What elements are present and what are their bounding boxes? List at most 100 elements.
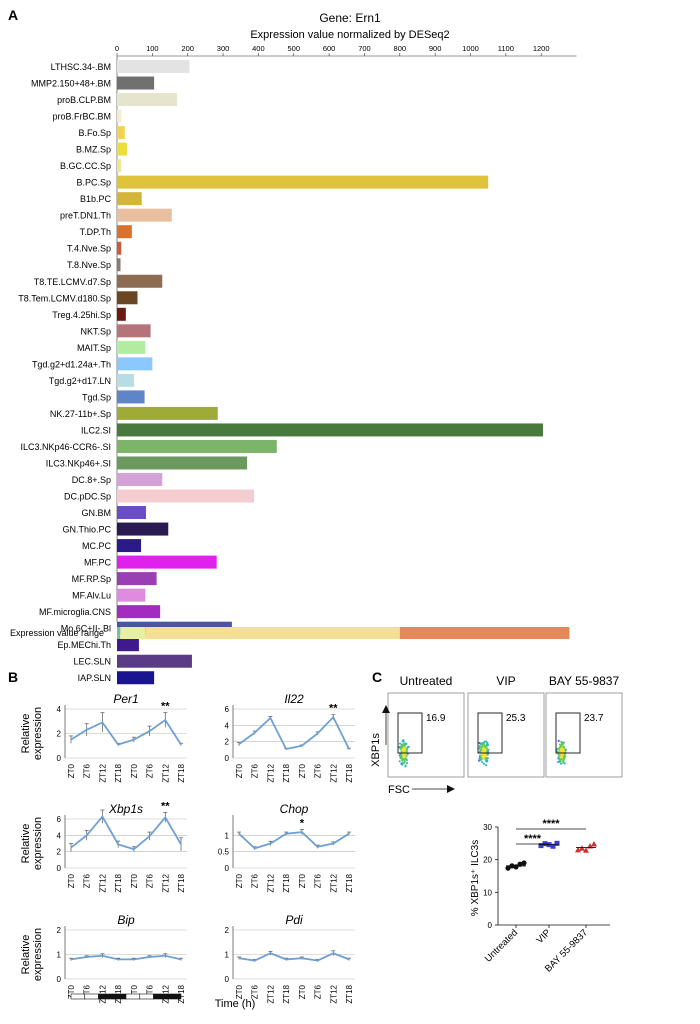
flow-event-0-121: [402, 754, 406, 757]
flow-event-1-132: [481, 743, 484, 746]
point-1-4: [554, 840, 560, 846]
bar-15: [117, 307, 126, 321]
bar-28: [117, 522, 169, 536]
significance-mark-0: **: [161, 701, 170, 713]
flow-event-1-139: [480, 745, 483, 748]
y-tick-label-0-1: 2: [57, 730, 62, 739]
x-tick-label-10: 1000: [462, 44, 479, 53]
bar-2: [117, 93, 178, 107]
bar-33: [117, 605, 161, 619]
flow-event-0-134: [400, 756, 403, 759]
light-dark-segment-3: [111, 993, 127, 1000]
point-2-4: [591, 840, 597, 847]
y-tick-label-1-0: 0: [225, 754, 230, 763]
bar-11: [117, 241, 122, 255]
bar-21: [117, 406, 218, 420]
range-segment-2: [120, 627, 146, 639]
flow-event-0-127: [401, 745, 404, 748]
subplot-title-5: Pdi: [285, 913, 303, 927]
x-tick-label-1-4: ZT0: [298, 763, 307, 778]
x-tick-label-3-7: ZT18: [345, 873, 354, 892]
y-axis-label-4-line2: expression: [32, 928, 44, 981]
category-label-20: Tgd.Sp: [82, 392, 111, 402]
significance-label-0: ****: [524, 833, 542, 845]
x-tick-label-1-1: ZT6: [251, 763, 260, 778]
bar-36: [117, 654, 192, 668]
x-tick-label-1-0: ZT0: [235, 763, 244, 778]
bar-4: [117, 126, 125, 140]
flow-gate-1: [477, 712, 503, 754]
bar-27: [117, 506, 146, 520]
y-tick-label-1-3: 6: [225, 705, 230, 714]
panel-label-b: B: [8, 669, 18, 685]
x-tick-label-2-5: ZT6: [146, 873, 155, 888]
subplot-title-2: Xbp1s: [108, 802, 143, 816]
x-tick-label-3: 300: [217, 44, 230, 53]
x-tick-label-5-0: ZT0: [235, 984, 244, 999]
bar-8: [117, 192, 142, 206]
y-axis-label-2-line2: expression: [32, 817, 44, 870]
flow-event-1-127: [481, 750, 485, 753]
x-tick-label-5-7: ZT18: [345, 984, 354, 1003]
bar-29: [117, 539, 142, 553]
x-tick-label-4-5: ZT6: [146, 984, 155, 999]
flow-event-2-133: [559, 747, 562, 750]
bar-0: [117, 60, 190, 73]
y-tick-label-1-2: 4: [225, 721, 230, 730]
bar-23: [117, 439, 277, 453]
category-label-2: proB.CLP.BM: [57, 95, 111, 105]
bar-31: [117, 572, 157, 586]
flow-event-1-129: [486, 750, 490, 753]
x-tick-label-1-6: ZT12: [329, 763, 338, 782]
flow-gate-percent-2: 23.7: [584, 713, 604, 724]
x-tick-label-3-1: ZT6: [251, 873, 260, 888]
category-label-21: NK.27-11b+.Sp: [50, 409, 111, 419]
y-tick-label-4-0: 0: [57, 975, 62, 984]
flow-y-arrowhead: [382, 705, 390, 713]
bar-35: [117, 638, 139, 652]
x-tick-label-3-3: ZT18: [282, 873, 291, 892]
category-label-33: MF.microglia.CNS: [39, 607, 111, 617]
category-label-24: ILC3.NKp46+.SI: [46, 458, 111, 468]
x-tick-label-0: 0: [115, 44, 119, 53]
x-tick-label-3-2: ZT12: [266, 873, 275, 892]
category-label-28: GN.Thio.PC: [62, 525, 111, 535]
flow-gate-2: [555, 712, 581, 754]
x-tick-label-4-4: ZT0: [130, 984, 139, 999]
category-label-1: VIP: [535, 927, 554, 946]
y-axis-label-2-line1: Relative: [20, 824, 32, 864]
y-tick-label-0: 0: [488, 921, 493, 930]
category-label-19: Tgd.g2+d17.LN: [49, 376, 111, 386]
x-tick-label-2: 200: [181, 44, 194, 53]
x-tick-label-3-5: ZT6: [314, 873, 323, 888]
flow-event-2-113: [558, 754, 561, 757]
x-tick-label-4-0: ZT0: [67, 984, 76, 999]
x-tick-label-0-7: ZT18: [177, 763, 186, 782]
subplot-title-3: Chop: [280, 802, 309, 816]
x-tick-label-9: 900: [429, 44, 442, 53]
x-tick-label-2-0: ZT0: [67, 873, 76, 888]
flow-x-arrowhead: [447, 785, 455, 793]
flow-event-2-127: [563, 753, 566, 756]
x-tick-label-4-7: ZT18: [177, 984, 186, 1003]
light-dark-segment-7: [166, 993, 182, 1000]
flow-event-1-111: [482, 757, 485, 760]
category-label-37: IAP.SLN: [78, 673, 111, 683]
series-line-1: [238, 715, 350, 751]
category-label-9: preT.DN1.Th: [60, 211, 111, 221]
flow-event-2-108: [563, 762, 566, 765]
y-tick-label-2-1: 2: [57, 848, 62, 857]
category-label-25: DC.8+.Sp: [72, 475, 111, 485]
flow-event-1-123: [478, 756, 481, 759]
flow-event-1-138: [479, 742, 482, 746]
x-tick-label-1-3: ZT18: [282, 763, 291, 782]
category-label-26: DC.pDC.Sp: [64, 492, 111, 502]
flow-gate-percent-1: 25.3: [506, 713, 526, 724]
x-axis-label: Time (h): [215, 998, 256, 1010]
significance-mark-3: *: [300, 817, 305, 829]
x-tick-label-12: 1200: [533, 44, 550, 53]
x-tick-label-1: 100: [146, 44, 159, 53]
x-tick-label-3-0: ZT0: [235, 873, 244, 888]
flow-event-2-85: [562, 741, 565, 744]
